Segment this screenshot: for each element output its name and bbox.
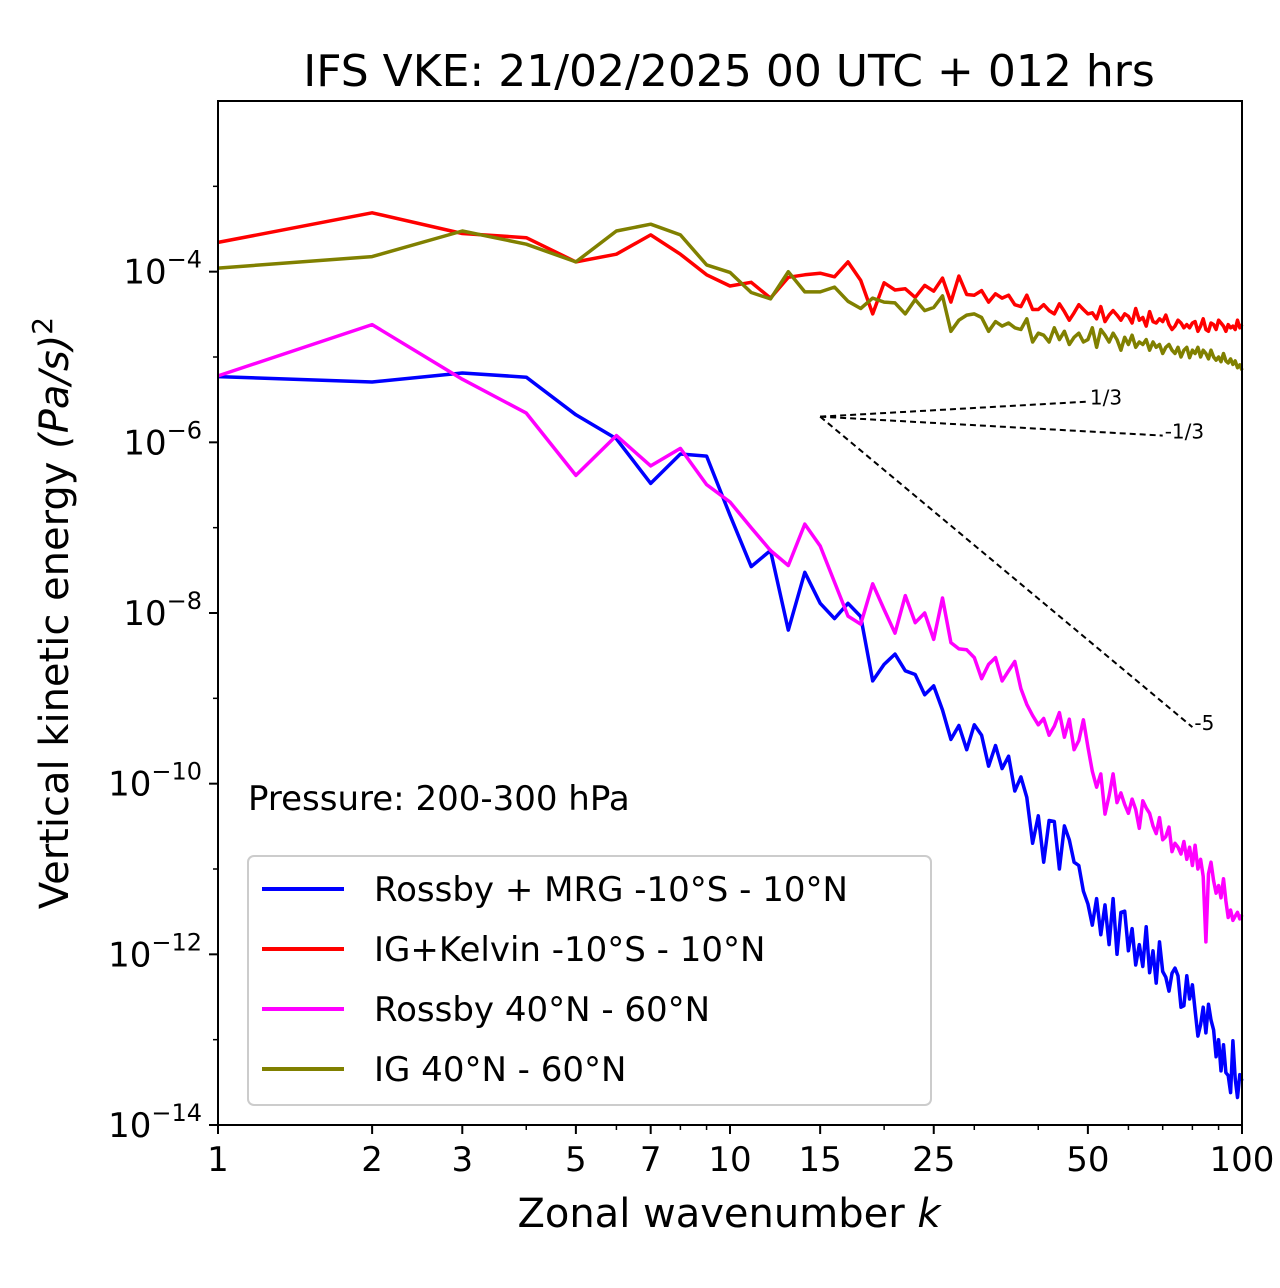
legend-box (247, 855, 932, 1106)
y-tick-label: 10−12 (108, 928, 202, 975)
x-tick-label: 15 (799, 1140, 842, 1180)
x-tick-label: 1 (207, 1140, 229, 1180)
reference-line-label: -1/3 (1165, 420, 1204, 444)
series-line (217, 211, 1244, 334)
legend-entry-label: IG+Kelvin -10°S - 10°N (374, 930, 765, 970)
series-line (217, 322, 1244, 944)
y-tick-label: 10−4 (123, 246, 202, 293)
legend-entry-label: IG 40°N - 60°N (374, 1050, 626, 1090)
x-tick-label: 5 (565, 1140, 587, 1180)
pressure-annotation: Pressure: 200-300 hPa (248, 779, 630, 819)
series-line (217, 222, 1244, 371)
x-tick-label: 7 (640, 1140, 662, 1180)
plot-lines (217, 211, 1244, 1100)
legend-entry-label: Rossby + MRG -10°S - 10°N (374, 870, 848, 910)
reference-slope-lines: 1/3 -1/3 -5 (819, 386, 1214, 735)
reference-line (820, 400, 1088, 418)
x-tick-label: 2 (361, 1140, 383, 1180)
reference-line (819, 415, 1194, 728)
x-tick-label: 100 (1210, 1140, 1275, 1180)
x-tick-label: 3 (451, 1140, 473, 1180)
legend: Rossby + MRG -10°S - 10°N IG+Kelvin -10°S… (247, 855, 932, 1106)
y-axis: 10−4 10−6 10−8 10−10 10−12 10−14 (108, 185, 218, 1146)
x-axis-label: Zonal wavenumber k (517, 1191, 942, 1237)
y-tick-label: 10−6 (123, 416, 202, 463)
series-line (217, 371, 1244, 1100)
y-axis-label: Vertical kinetic energy (Pa/s)2 (26, 317, 78, 909)
legend-entry-label: Rossby 40°N - 60°N (374, 990, 710, 1030)
y-tick-label: 10−10 (108, 758, 202, 805)
x-tick-label: 50 (1066, 1140, 1109, 1180)
reference-line (820, 415, 1163, 437)
x-tick-label: 25 (912, 1140, 955, 1180)
x-axis: 1 2 3 5 7 10 15 25 50 100 (207, 1125, 1274, 1180)
reference-line-label: 1/3 (1090, 386, 1122, 410)
chart-title: IFS VKE: 21/02/2025 00 UTC + 012 hrs (303, 46, 1155, 97)
x-tick-label: 10 (708, 1140, 751, 1180)
y-tick-label: 10−8 (123, 587, 202, 634)
y-tick-label: 10−14 (108, 1099, 202, 1146)
reference-line-label: -5 (1194, 711, 1214, 735)
